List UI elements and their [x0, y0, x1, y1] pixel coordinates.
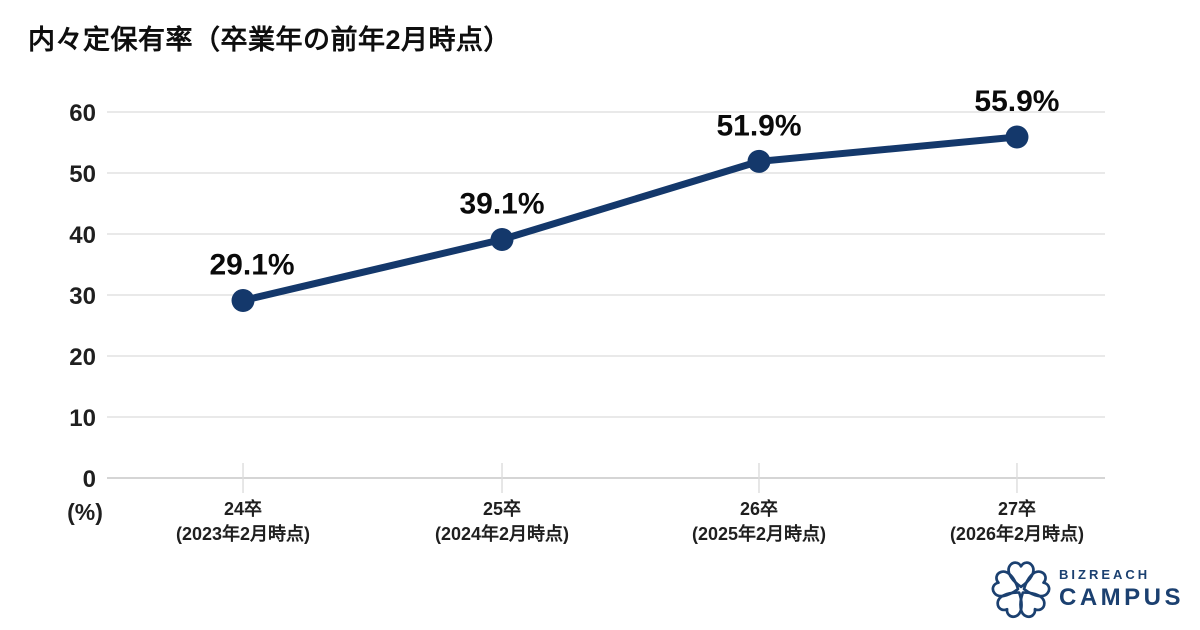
- data-label: 51.9%: [716, 109, 801, 142]
- y-tick-label: 30: [69, 283, 96, 310]
- data-point: [747, 149, 771, 173]
- data-point: [1005, 125, 1029, 149]
- x-tick-sublabel: (2023年2月時点): [176, 523, 310, 544]
- logo-brand-bottom: CAMPUS: [1059, 584, 1185, 612]
- y-tick-label: 0: [83, 466, 96, 493]
- flower-petal: [1019, 591, 1046, 619]
- flower-icon: [991, 561, 1051, 619]
- y-tick-label: 20: [69, 344, 96, 371]
- data-point: [490, 227, 514, 251]
- series-line: [239, 133, 1021, 304]
- bizreach-campus-logo: BIZREACH CAMPUS: [991, 556, 1181, 624]
- flower-petal: [996, 591, 1023, 619]
- logo-wordmark: BIZREACH CAMPUS: [1059, 567, 1185, 612]
- data-label: 55.9%: [974, 85, 1059, 118]
- x-tick-sublabel: (2024年2月時点): [435, 523, 569, 544]
- data-point: [231, 288, 255, 312]
- data-label: 29.1%: [209, 248, 294, 281]
- y-tick-label: 40: [69, 222, 96, 249]
- chart-title: 内々定保有率（卒業年の前年2月時点）: [28, 25, 512, 55]
- y-tick-label: 60: [69, 100, 96, 127]
- x-tick-sublabel: (2025年2月時点): [692, 523, 826, 544]
- line-chart: 0 10 20 30 40 50 60 (%) 29.1% 39.1% 51.9% 55.9% 24卒 (…: [67, 85, 1105, 544]
- x-tick-label: 24卒: [224, 498, 262, 519]
- y-axis-unit: (%): [67, 499, 103, 525]
- x-tick-label: 26卒: [740, 498, 778, 519]
- y-tick-label: 10: [69, 405, 96, 432]
- flower-petal: [991, 570, 1020, 598]
- x-tick-label: 27卒: [998, 498, 1036, 519]
- flower-petal: [1022, 570, 1051, 598]
- logo-brand-top: BIZREACH: [1059, 567, 1151, 583]
- y-tick-label: 50: [69, 161, 96, 188]
- x-tick-sublabel: (2026年2月時点): [950, 523, 1084, 544]
- flower-petal: [1007, 561, 1035, 589]
- x-tick-label: 25卒: [483, 498, 521, 519]
- data-label: 39.1%: [459, 187, 544, 220]
